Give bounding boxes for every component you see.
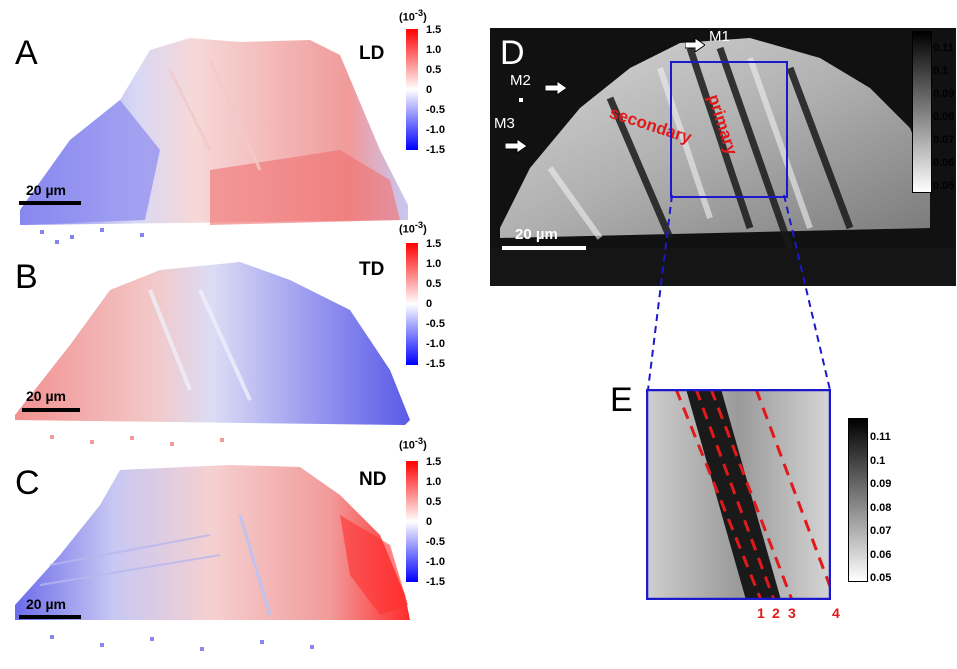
colorbar-ticks-c: 1.5 1.0 0.5 0 -0.5 -1.0 -1.5 — [426, 457, 445, 597]
colorbar-unit-c: (10-3) — [399, 436, 427, 452]
arrow-marker-icon — [544, 80, 568, 96]
colorbar-tick: 0.5 — [426, 64, 442, 76]
nd-map-region — [15, 465, 410, 620]
colorbar-tick: 1.5 — [426, 24, 442, 36]
gray-colorbar-ticks-e: 0.11 0.1 0.09 0.08 0.07 0.06 0.05 — [870, 432, 891, 597]
strain-map-td — [15, 262, 410, 446]
line-number-2: 2 — [772, 605, 780, 621]
colorbar-tick: 0.09 — [870, 478, 892, 490]
colorbar-tick: -1.0 — [426, 338, 445, 350]
panel-letter-c: C — [15, 464, 40, 502]
colorbar-tick: 0 — [426, 298, 433, 310]
direction-label-nd: ND — [359, 469, 387, 490]
scalebar-label-d: 20 µm — [515, 226, 558, 243]
colorbar-tick: 0.5 — [426, 496, 442, 508]
colorbar-tick: -0.5 — [426, 104, 445, 116]
grayscale-map-d — [490, 28, 956, 286]
colorbar-tick: 1.5 — [426, 456, 442, 468]
colorbar-tick: 1.0 — [426, 476, 442, 488]
td-map-region — [15, 262, 410, 425]
scalebar-b — [22, 408, 80, 412]
colorbar-tick: 0.08 — [933, 111, 955, 123]
colorbar-tick: 0.05 — [870, 572, 892, 584]
marker-label-m3: M3 — [494, 115, 515, 132]
colorbar-tick: 0 — [426, 516, 433, 528]
colorbar-unit-b: (10-3) — [399, 220, 427, 236]
colorbar-tick: 0.1 — [933, 65, 949, 77]
colorbar-tick: 1.0 — [426, 258, 442, 270]
colorbar-tick: 1.0 — [426, 44, 442, 56]
colorbar-ticks-b: 1.5 1.0 0.5 0 -0.5 -1.0 -1.5 — [426, 239, 445, 379]
gray-colorbar-ticks-d: 0.11 0.1 0.09 0.08 0.07 0.06 0.05 — [933, 43, 954, 204]
panel-letter-b: B — [15, 258, 38, 296]
line-number-1: 1 — [757, 605, 765, 621]
colorbar-tick: 1.5 — [426, 238, 442, 250]
direction-label-ld: LD — [359, 43, 385, 64]
ld-blue-zone — [20, 100, 160, 225]
grayscale-zoom-e — [646, 389, 831, 600]
scalebar-c — [19, 615, 81, 619]
colorbar-tick: -1.0 — [426, 556, 445, 568]
scalebar-d — [502, 246, 586, 250]
strain-colorbar-c — [406, 461, 418, 582]
colorbar-tick: -0.5 — [426, 536, 445, 548]
nd-red-zone — [340, 515, 408, 615]
colorbar-tick: 0 — [426, 84, 433, 96]
gray-colorbar-e — [848, 418, 868, 582]
colorbar-tick: 0.08 — [870, 501, 892, 514]
scalebar-label-a: 20 µm — [26, 182, 66, 198]
marker-label-m1: M1 — [709, 28, 730, 45]
ld-red-zone — [210, 150, 400, 225]
strain-map-ld — [20, 38, 408, 244]
d-grain-region — [500, 38, 930, 238]
colorbar-ticks-a: 1.5 1.0 0.5 0 -0.5 -1.0 -1.5 — [426, 25, 445, 165]
marker-label-m2: M2 — [510, 72, 531, 89]
scalebar-a — [19, 201, 81, 205]
colorbar-tick: 0.06 — [870, 548, 892, 561]
colorbar-tick: 0.11 — [870, 431, 891, 443]
marker-dot-m2 — [519, 98, 523, 102]
colorbar-tick: -1.5 — [426, 358, 445, 370]
colorbar-tick: 0.07 — [933, 134, 955, 146]
strain-map-nd — [15, 465, 410, 651]
scalebar-label-b: 20 µm — [26, 388, 66, 404]
colorbar-unit-a: (10-3) — [399, 8, 427, 24]
colorbar-tick: 0.07 — [870, 525, 892, 537]
line-number-4: 4 — [832, 605, 840, 621]
zoom-box — [670, 61, 788, 198]
colorbar-tick: -1.0 — [426, 124, 445, 136]
colorbar-tick: 0.06 — [933, 157, 955, 169]
strain-colorbar-a — [406, 29, 418, 150]
line-number-3: 3 — [788, 605, 796, 621]
gray-colorbar-d — [912, 31, 932, 193]
colorbar-tick: -1.5 — [426, 144, 445, 156]
arrow-marker-icon — [504, 138, 528, 154]
colorbar-tick: -0.5 — [426, 318, 445, 330]
panel-letter-a: A — [15, 34, 38, 72]
direction-label-td: TD — [359, 259, 385, 280]
panel-letter-d: D — [500, 34, 525, 72]
colorbar-tick: 0.09 — [933, 88, 955, 100]
arrow-marker-icon — [684, 37, 706, 53]
strain-colorbar-b — [406, 243, 418, 365]
zoom-connector — [647, 194, 831, 391]
colorbar-tick: 0.11 — [933, 42, 954, 54]
colorbar-tick: 0.5 — [426, 278, 442, 290]
colorbar-tick: 0.05 — [933, 180, 955, 192]
scalebar-label-c: 20 µm — [26, 596, 66, 612]
colorbar-tick: -1.5 — [426, 576, 445, 588]
colorbar-tick: 0.1 — [870, 454, 886, 467]
panel-letter-e: E — [610, 381, 633, 419]
